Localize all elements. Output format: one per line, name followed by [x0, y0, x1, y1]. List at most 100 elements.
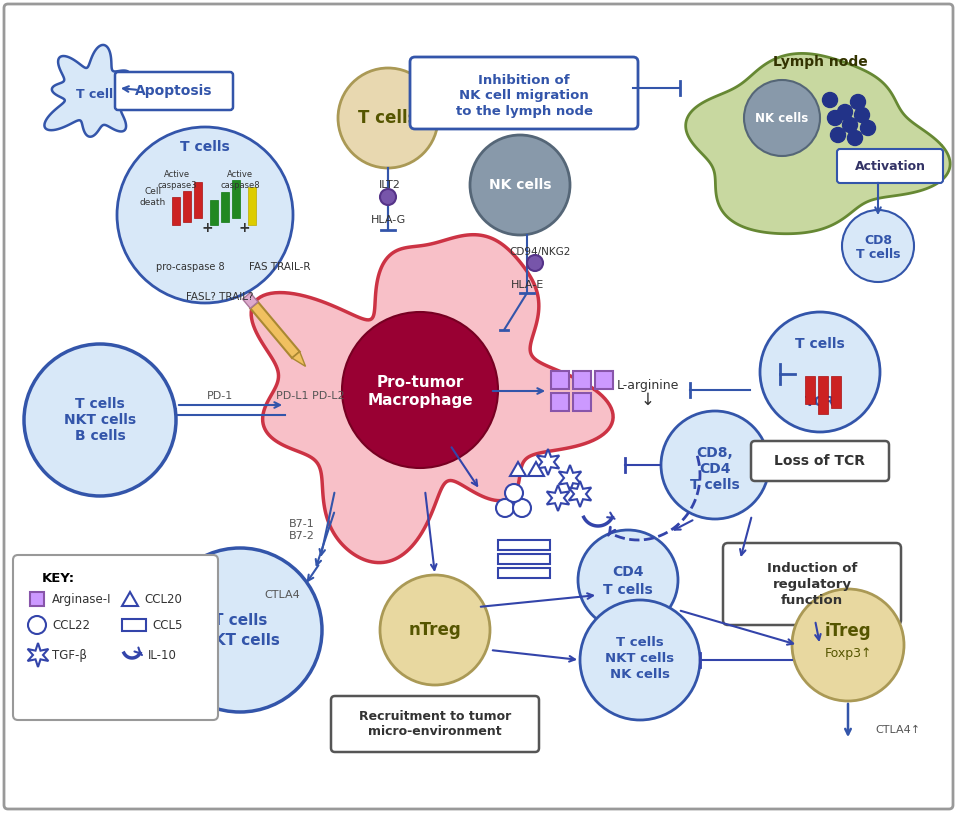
- Circle shape: [505, 484, 523, 502]
- Text: pro-caspase 8: pro-caspase 8: [156, 262, 224, 272]
- FancyBboxPatch shape: [331, 696, 539, 752]
- Circle shape: [842, 210, 914, 282]
- Circle shape: [837, 105, 853, 120]
- Bar: [498, 540, 550, 550]
- Text: Active
caspase3: Active caspase3: [157, 170, 197, 189]
- Circle shape: [851, 94, 865, 110]
- Text: TGF-β: TGF-β: [52, 649, 87, 662]
- Text: CCL5: CCL5: [152, 619, 183, 632]
- Text: micro-environment: micro-environment: [368, 724, 501, 737]
- Circle shape: [513, 499, 531, 517]
- Text: B cells: B cells: [75, 429, 125, 443]
- Polygon shape: [546, 485, 569, 511]
- Circle shape: [496, 499, 514, 517]
- Bar: [248, 187, 256, 225]
- Circle shape: [158, 548, 322, 712]
- Polygon shape: [685, 54, 950, 234]
- Circle shape: [117, 127, 293, 303]
- FancyBboxPatch shape: [837, 149, 943, 183]
- Bar: [172, 197, 180, 225]
- Circle shape: [342, 312, 498, 468]
- Text: CCL22: CCL22: [52, 619, 90, 632]
- Text: KEY:: KEY:: [42, 572, 76, 585]
- Circle shape: [760, 312, 880, 432]
- Text: regulatory: regulatory: [772, 577, 852, 590]
- Bar: [30, 592, 44, 606]
- Polygon shape: [251, 235, 613, 563]
- Bar: [194, 182, 202, 218]
- FancyBboxPatch shape: [723, 543, 901, 625]
- Polygon shape: [559, 465, 581, 491]
- Text: Foxp3↑: Foxp3↑: [824, 646, 872, 659]
- Text: nTreg: nTreg: [409, 621, 461, 639]
- Text: NKT cells: NKT cells: [201, 633, 279, 647]
- Circle shape: [848, 131, 862, 146]
- Bar: [183, 191, 191, 222]
- Text: to the lymph node: to the lymph node: [456, 106, 592, 119]
- Text: CCL20: CCL20: [144, 593, 182, 606]
- Text: NK cells: NK cells: [610, 667, 670, 680]
- Circle shape: [855, 107, 870, 123]
- Text: FASL? TRAIL?: FASL? TRAIL?: [187, 292, 254, 302]
- Polygon shape: [122, 592, 138, 606]
- Circle shape: [842, 118, 857, 133]
- Circle shape: [860, 120, 876, 136]
- Circle shape: [661, 411, 769, 519]
- Circle shape: [527, 255, 543, 271]
- Text: Pro-tumor: Pro-tumor: [376, 375, 464, 389]
- Text: CTLA4↑: CTLA4↑: [875, 725, 920, 735]
- Circle shape: [338, 68, 438, 168]
- Polygon shape: [251, 302, 300, 358]
- Bar: [551, 393, 569, 411]
- Circle shape: [28, 616, 46, 634]
- Circle shape: [578, 530, 678, 630]
- Circle shape: [24, 344, 176, 496]
- Polygon shape: [292, 352, 305, 367]
- Circle shape: [470, 135, 570, 235]
- Text: T cells: T cells: [690, 478, 740, 492]
- Polygon shape: [568, 481, 591, 507]
- Polygon shape: [510, 462, 526, 476]
- Text: function: function: [781, 593, 843, 606]
- FancyBboxPatch shape: [751, 441, 889, 481]
- Text: Apoptosis: Apoptosis: [135, 84, 212, 98]
- Text: NKT cells: NKT cells: [606, 651, 675, 664]
- Text: Loss of TCR: Loss of TCR: [774, 454, 865, 468]
- Text: Recruitment to tumor: Recruitment to tumor: [359, 710, 511, 723]
- Circle shape: [580, 600, 700, 720]
- Text: CD94/NKG2: CD94/NKG2: [509, 247, 570, 257]
- Circle shape: [822, 93, 837, 107]
- FancyBboxPatch shape: [4, 4, 953, 809]
- Bar: [818, 376, 828, 414]
- Text: IL-10: IL-10: [148, 649, 177, 662]
- Text: iTreg: iTreg: [825, 622, 871, 640]
- Text: +: +: [201, 221, 212, 235]
- Text: CTLA4: CTLA4: [264, 590, 300, 600]
- Text: Lymph node: Lymph node: [772, 55, 867, 69]
- Bar: [551, 371, 569, 389]
- Text: T cell: T cell: [77, 89, 114, 102]
- Bar: [221, 192, 229, 222]
- Text: T cells: T cells: [180, 140, 230, 154]
- Text: NK cell migration: NK cell migration: [459, 89, 589, 102]
- Text: T cells: T cells: [212, 612, 267, 628]
- Bar: [232, 180, 240, 218]
- Bar: [210, 200, 218, 225]
- Text: NK cells: NK cells: [755, 111, 809, 124]
- Bar: [122, 619, 146, 631]
- Text: NKT cells: NKT cells: [64, 413, 136, 427]
- Text: CD4: CD4: [612, 565, 644, 579]
- FancyBboxPatch shape: [13, 555, 218, 720]
- FancyBboxPatch shape: [115, 72, 233, 110]
- Text: +: +: [238, 221, 250, 235]
- Polygon shape: [528, 462, 544, 476]
- Text: PD-L1 PD-L2: PD-L1 PD-L2: [276, 391, 345, 401]
- Text: Activation: Activation: [855, 159, 925, 172]
- Text: T cells: T cells: [616, 636, 664, 649]
- Bar: [498, 554, 550, 564]
- Bar: [573, 371, 591, 389]
- Text: CD4: CD4: [700, 462, 731, 476]
- Text: Induction of: Induction of: [767, 562, 857, 575]
- Circle shape: [828, 111, 842, 125]
- Text: FAS TRAIL-R: FAS TRAIL-R: [249, 262, 311, 272]
